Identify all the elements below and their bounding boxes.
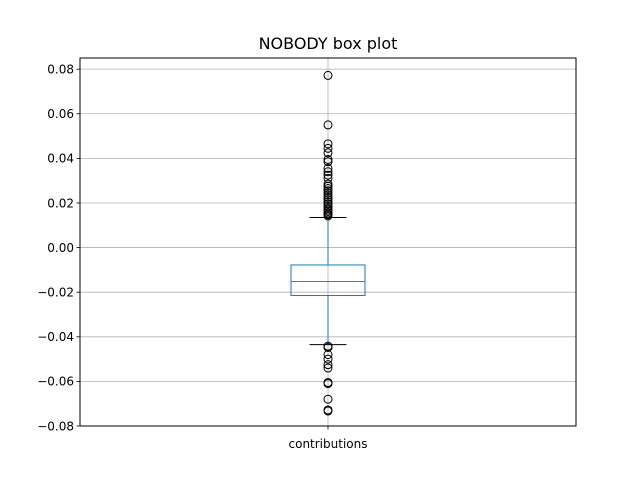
outlier-point bbox=[323, 143, 333, 153]
outlier-point bbox=[323, 167, 333, 177]
outlier-point bbox=[323, 183, 333, 193]
chart-title: NOBODY box plot bbox=[259, 34, 398, 53]
y-tick-label: 0.00 bbox=[47, 241, 74, 255]
outlier-point bbox=[323, 350, 333, 360]
outlier-point bbox=[323, 363, 333, 373]
y-tick-label: −0.04 bbox=[37, 330, 74, 344]
outlier-point bbox=[323, 163, 333, 173]
outlier-point bbox=[323, 406, 333, 416]
outlier-point bbox=[323, 394, 333, 404]
iqr-box bbox=[290, 264, 366, 297]
outlier-point bbox=[323, 195, 333, 205]
outlier-point bbox=[323, 179, 333, 189]
outlier-point bbox=[323, 181, 333, 191]
outlier-point bbox=[323, 170, 333, 180]
outlier-point bbox=[323, 199, 333, 209]
plot-frame bbox=[79, 57, 577, 427]
y-tick-label: −0.02 bbox=[37, 285, 74, 299]
y-tick-label: 0.04 bbox=[47, 152, 74, 166]
y-tick-label: −0.08 bbox=[37, 419, 74, 433]
outlier-point bbox=[323, 70, 333, 80]
axis-layer: −0.08 −0.06 −0.04 −0.02 0.00 0.02 0.04 0.06 0.08… bbox=[37, 62, 367, 451]
x-tick-label: contributions bbox=[289, 437, 368, 451]
outlier-point bbox=[323, 154, 333, 164]
outlier-point bbox=[323, 354, 333, 364]
outlier-point bbox=[323, 342, 333, 352]
outlier-point bbox=[323, 120, 333, 130]
outlier-point bbox=[323, 188, 333, 198]
outlier-point bbox=[323, 148, 333, 158]
outlier-point bbox=[323, 379, 333, 389]
box-layer bbox=[290, 70, 366, 416]
outlier-point bbox=[323, 139, 333, 149]
outlier-point bbox=[323, 190, 333, 200]
y-tick-label: −0.06 bbox=[37, 375, 74, 389]
y-tick-label: 0.02 bbox=[47, 196, 74, 210]
y-tick-label: 0.08 bbox=[47, 62, 74, 76]
outlier-point bbox=[323, 157, 333, 167]
y-tick-label: 0.06 bbox=[47, 107, 74, 121]
outlier-point bbox=[323, 186, 333, 196]
outlier-point bbox=[323, 360, 333, 370]
outlier-point bbox=[323, 192, 333, 202]
outlier-point bbox=[323, 211, 333, 221]
